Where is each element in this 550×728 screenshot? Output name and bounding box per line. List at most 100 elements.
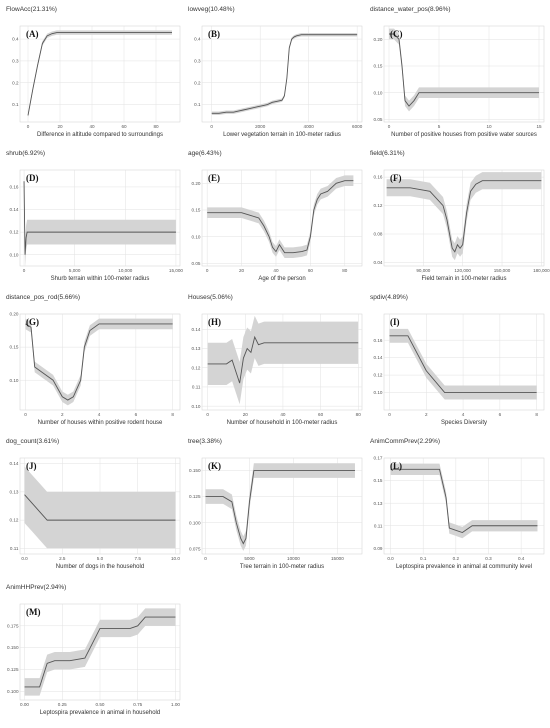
y-tick-label-6-1: 0.08: [374, 232, 383, 237]
chart-panel-10: dog_count(3.61%) 0.11 0.12 0.13 0.14 0.0 2.5 5.…: [4, 436, 186, 576]
x-tick-label-5-2: 40: [273, 268, 279, 273]
series-line-6: [386, 180, 542, 253]
chart-svg-13: AnimHHPrev(2.94%) 0.100 0.125 0.150 0.175 0.0…: [6, 584, 180, 716]
x-tick-label-6-2: 150,000: [494, 268, 511, 273]
chart-svg-3: distance_water_pos(8.96%) 0.05 0.10 0.15 0.2…: [370, 6, 545, 138]
x-tick-label-9-3: 6: [499, 412, 502, 417]
x-tick-label-13-2: 0.50: [96, 702, 105, 707]
x-tick-label-10-2: 5.0: [97, 556, 104, 561]
x-axis-label-4: Shurb terrain within 100-meter radius: [51, 276, 150, 282]
x-tick-label-12-2: 0.2: [453, 556, 460, 561]
x-tick-label-6-0: 90,000: [416, 268, 430, 273]
y-tick-label-3-2: 0.15: [374, 64, 383, 69]
plot-area-7: [19, 313, 181, 411]
x-tick-label-8-4: 80: [356, 412, 362, 417]
x-tick-label-8-0: 0: [206, 412, 209, 417]
x-tick-label-12-0: 0.0: [387, 556, 394, 561]
y-tick-label-6-2: 0.12: [374, 203, 383, 208]
x-tick-label-4-2: 10,000: [118, 268, 132, 273]
chart-title-4: shrub(6.92%): [6, 150, 45, 157]
x-axis-label-1: Difference in altitude compared to surro…: [37, 132, 163, 138]
x-axis-label-6: Field terrain in 100-meter radius: [421, 276, 506, 282]
chart-svg-8: Houses(5.06%) 0.10 0.11 0.12 0.13 0.14 0 20 40 60…: [188, 294, 363, 426]
chart-svg-11: tree(3.38%) 0.075 0.100 0.125 0.150 0 5000 1000…: [188, 438, 363, 570]
y-tick-label-11-1: 0.100: [189, 520, 201, 525]
confidence-band-7: [25, 318, 173, 406]
y-tick-label-9-0: 0.10: [374, 390, 383, 395]
y-tick-label-10-1: 0.12: [10, 518, 19, 523]
chart-panel-8: Houses(5.06%) 0.10 0.11 0.12 0.13 0.14 0 20 40 60…: [186, 292, 368, 432]
panel-letter-6: (F): [390, 173, 402, 183]
panel-letter-12: (L): [390, 461, 402, 471]
chart-svg-6: field(6.31%) 0.04 0.08 0.12 0.16 90,000 120,00…: [370, 150, 550, 282]
chart-panel-1: FlowAcc(21.31%) 0.1 0.2 0.3 0.4 0 20 40 60 80 (A) D…: [4, 4, 186, 144]
y-tick-label-6-0: 0.04: [374, 260, 383, 265]
chart-panel-6: field(6.31%) 0.04 0.08 0.12 0.16 90,000 120,00…: [368, 148, 550, 288]
x-tick-label-11-2: 10000: [287, 556, 300, 561]
x-tick-label-3-2: 10: [486, 124, 492, 129]
x-tick-label-8-3: 60: [318, 412, 324, 417]
x-tick-label-1-0: 0: [27, 124, 30, 129]
chart-panel-4: shrub(6.92%) 0.10 0.12 0.14 0.16 0 5,000 10,000…: [4, 148, 186, 288]
series-line-9: [389, 335, 537, 394]
x-tick-label-3-3: 15: [536, 124, 542, 129]
y-tick-label-12-0: 0.09: [374, 546, 383, 551]
series-line-11: [205, 470, 355, 545]
chart-svg-7: distance_pos_rod(5.66%) 0.10 0.15 0.20 0 2 4 6 8…: [6, 294, 181, 426]
x-tick-label-12-4: 0.4: [518, 556, 525, 561]
x-tick-label-1-3: 60: [121, 124, 127, 129]
chart-svg-2: lowveg(10.48%) 0.1 0.2 0.3 0.4 0 2000 4000 6000 (…: [188, 6, 363, 138]
y-tick-label-7-0: 0.10: [10, 378, 19, 383]
x-axis-label-2: Lower vegetation terrain in 100-meter ra…: [223, 132, 341, 138]
chart-panel-9: spdiv(4.89%) 0.10 0.12 0.14 0.16 0 2 4 6 8 (I) Spec…: [368, 292, 550, 432]
x-tick-label-3-1: 5: [438, 124, 441, 129]
y-tick-label-13-3: 0.175: [7, 623, 19, 628]
x-tick-label-1-4: 80: [153, 124, 159, 129]
series-line-2: [211, 34, 358, 114]
panel-letter-9: (I): [390, 317, 400, 327]
y-tick-label-4-1: 0.12: [10, 230, 19, 235]
confidence-band-3: [389, 28, 539, 112]
x-tick-label-13-3: 0.75: [133, 702, 142, 707]
panel-letter-1: (A): [26, 29, 39, 39]
x-tick-label-11-0: 0: [204, 556, 207, 561]
y-tick-label-3-3: 0.20: [374, 37, 383, 42]
x-tick-label-7-0: 0: [24, 412, 27, 417]
y-tick-label-12-4: 0.17: [374, 456, 383, 461]
series-line-3: [389, 33, 539, 107]
chart-title-1: FlowAcc(21.31%): [6, 6, 57, 13]
y-tick-label-2-3: 0.4: [194, 37, 201, 42]
chart-title-6: field(6.31%): [370, 150, 405, 157]
confidence-band-13: [24, 608, 176, 696]
panel-letter-7: (G): [26, 317, 39, 327]
y-tick-label-9-2: 0.14: [374, 355, 383, 360]
x-tick-label-5-3: 60: [308, 268, 314, 273]
y-tick-label-9-3: 0.16: [374, 338, 383, 343]
chart-panel-12: AnimCommPrev(2.29%) 0.09 0.11 0.13 0.15 0.17 0…: [368, 436, 550, 576]
y-tick-label-3-1: 0.10: [374, 90, 383, 95]
confidence-band-5: [207, 175, 354, 258]
chart-title-8: Houses(5.06%): [188, 294, 233, 301]
panel-letter-13: (M): [26, 607, 41, 617]
y-tick-label-4-0: 0.10: [10, 252, 19, 257]
y-tick-label-5-0: 0.05: [192, 261, 201, 266]
series-line-7: [25, 323, 173, 401]
x-tick-label-9-4: 8: [535, 412, 538, 417]
y-tick-label-11-3: 0.150: [189, 468, 201, 473]
plot-area-4: [19, 169, 181, 267]
x-tick-label-10-1: 2.5: [59, 556, 66, 561]
x-tick-label-9-2: 4: [462, 412, 465, 417]
x-tick-label-1-2: 40: [89, 124, 95, 129]
x-axis-label-12: Leptospira prevalence in animal at commu…: [396, 564, 532, 570]
x-tick-label-6-3: 180,000: [533, 268, 550, 273]
chart-title-9: spdiv(4.89%): [370, 294, 408, 301]
series-line-13: [24, 616, 176, 688]
y-tick-label-12-2: 0.13: [374, 501, 383, 506]
x-tick-label-2-0: 0: [210, 124, 213, 129]
chart-title-11: tree(3.38%): [188, 438, 222, 445]
confidence-band-10: [24, 466, 176, 549]
x-tick-label-11-1: 5000: [244, 556, 255, 561]
y-tick-label-11-2: 0.125: [189, 494, 201, 499]
x-tick-label-3-0: 0: [388, 124, 391, 129]
panel-letter-8: (H): [208, 317, 221, 327]
